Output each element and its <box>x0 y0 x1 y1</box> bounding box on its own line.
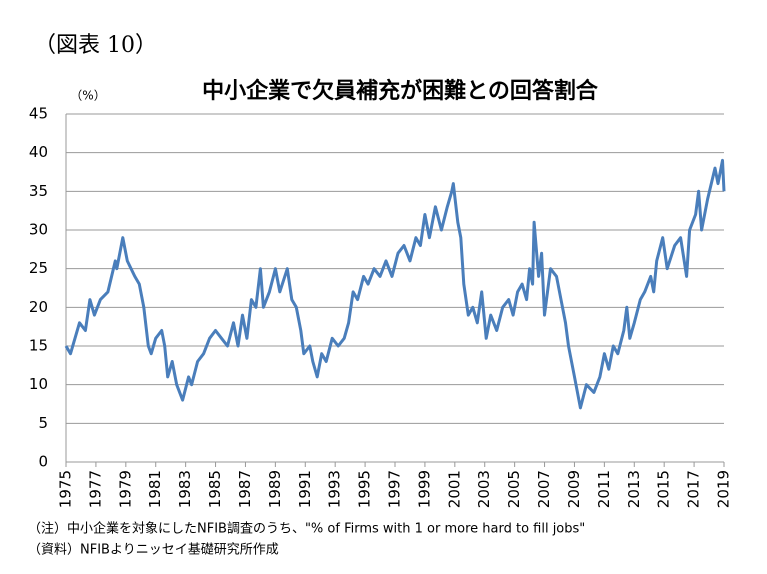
x-tick-label: 1993 <box>326 470 344 508</box>
y-axis-unit: （%） <box>70 89 105 103</box>
x-tick-label: 2003 <box>475 470 493 508</box>
x-tick-label: 2017 <box>685 470 703 508</box>
x-tick-label: 1987 <box>236 470 254 508</box>
x-tick-label: 1975 <box>57 470 75 508</box>
x-tick-label: 2007 <box>535 470 553 508</box>
x-tick-label: 1989 <box>266 470 284 508</box>
x-tick-label: 2019 <box>715 470 733 508</box>
x-tick-label: 1995 <box>356 470 374 508</box>
y-tick-label: 15 <box>29 337 48 355</box>
y-tick-label: 45 <box>29 105 48 123</box>
x-tick-label: 1985 <box>206 470 224 508</box>
x-tick-label: 1999 <box>415 470 433 508</box>
x-tick-label: 1991 <box>296 470 314 508</box>
x-tick-label: 2009 <box>565 470 583 508</box>
x-tick-label: 1997 <box>386 470 404 508</box>
y-tick-label: 25 <box>29 259 48 277</box>
y-tick-label: 5 <box>38 414 48 432</box>
x-tick-label: 1977 <box>86 470 104 508</box>
x-tick-label: 2011 <box>595 470 613 508</box>
x-tick-label: 2001 <box>445 470 463 508</box>
x-tick-label: 1979 <box>116 470 134 508</box>
y-tick-label: 10 <box>29 375 48 393</box>
x-tick-label: 1981 <box>146 470 164 508</box>
y-tick-label: 40 <box>29 143 48 161</box>
y-tick-label: 30 <box>29 221 48 239</box>
y-tick-label: 20 <box>29 298 48 316</box>
x-tick-label: 2013 <box>625 470 643 508</box>
y-tick-label: 0 <box>38 453 48 471</box>
note: （注）中小企業を対象にしたNFIB調査のうち、"% of Firms with … <box>28 521 585 537</box>
x-tick-label: 2005 <box>505 470 523 508</box>
y-tick-label: 35 <box>29 182 48 200</box>
chart-title: 中小企業で欠員補充が困難との回答割合 <box>202 78 599 104</box>
data-line <box>64 158 726 410</box>
x-tick-label: 2015 <box>655 470 673 508</box>
x-tick-label: 1983 <box>176 470 194 508</box>
figure-label: （図表 10） <box>34 33 157 58</box>
source: （資料）NFIBよりニッセイ基礎研究所作成 <box>28 543 279 558</box>
